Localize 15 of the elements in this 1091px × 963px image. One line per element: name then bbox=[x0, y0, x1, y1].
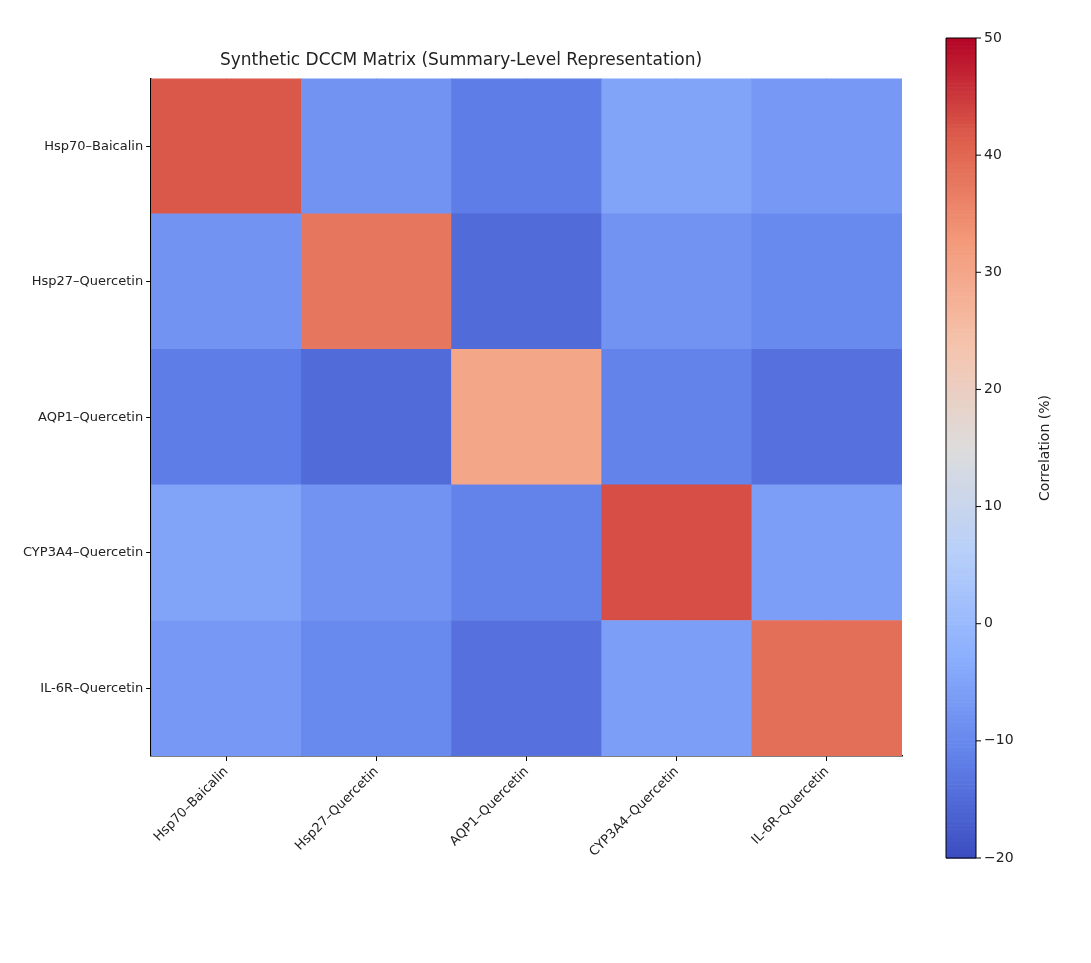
color-bar-label: 10 bbox=[984, 497, 1002, 514]
y-tick-label: AQP1–Quercetin bbox=[38, 408, 144, 424]
color-bar-label: 0 bbox=[984, 614, 993, 631]
color-bar-label: 20 bbox=[984, 380, 1002, 397]
y-tick-label: IL-6R–Quercetin bbox=[40, 679, 144, 695]
y-tick-label: CYP3A4–Quercetin bbox=[23, 544, 144, 560]
color-bar-label: −10 bbox=[984, 731, 1014, 748]
y-tick-label: Hsp27–Quercetin bbox=[31, 273, 144, 289]
color-bar-label: 50 bbox=[984, 28, 1002, 45]
color-bar-label: −20 bbox=[984, 848, 1014, 865]
chart-title: Synthetic DCCM Matrix (Summary-Level Representation) bbox=[219, 48, 703, 69]
y-tick-label: Hsp70–Baicalin bbox=[44, 137, 144, 153]
color-bar-label: 40 bbox=[984, 145, 1002, 162]
color-bar-title: Correlation (%) bbox=[1035, 395, 1052, 501]
color-bar-label: 30 bbox=[984, 262, 1002, 279]
